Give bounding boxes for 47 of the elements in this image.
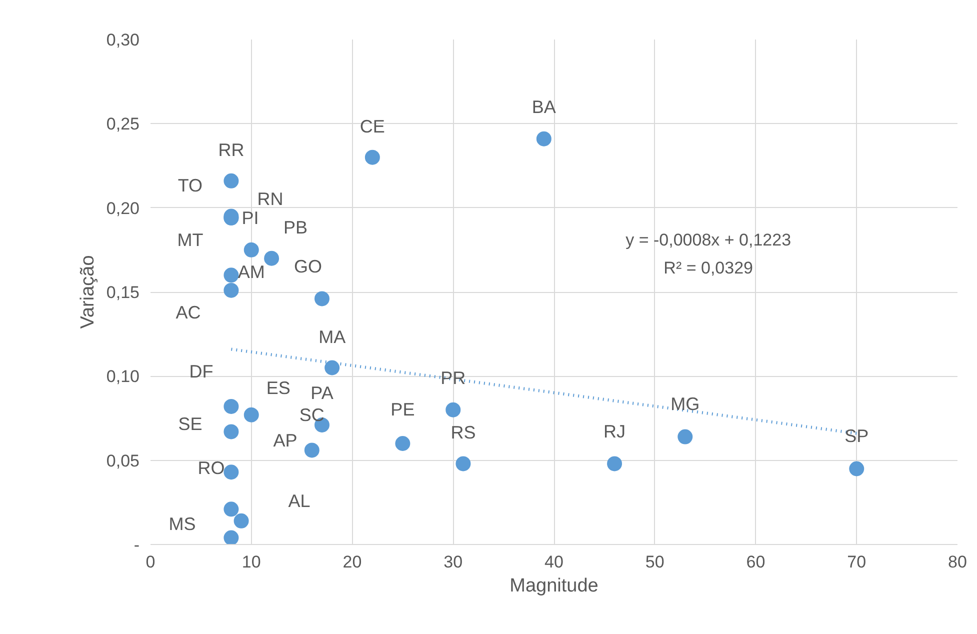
annotation: AP	[273, 430, 298, 451]
annotation: MT	[177, 230, 204, 250]
annotation: MA	[318, 326, 346, 347]
annotation: PR	[440, 368, 466, 388]
annotation: PB	[284, 217, 308, 238]
annotation: PI	[242, 208, 259, 228]
annotation: SE	[178, 414, 202, 434]
annotation: ES	[266, 378, 290, 398]
annotation: PE	[390, 400, 415, 420]
annotation: DF	[189, 361, 214, 382]
y-tick-label: 0,05	[106, 451, 140, 470]
y-tick-label: -	[134, 536, 140, 554]
y-tick-label: 0,20	[106, 198, 140, 218]
annotation: SC	[299, 405, 324, 426]
annotation: y = -0,0008x + 0,1223	[626, 230, 792, 250]
x-tick-label: 50	[645, 552, 664, 572]
annotation: RO	[198, 458, 225, 478]
y-tick-label: 0,10	[106, 367, 140, 386]
annotation: GO	[294, 256, 322, 277]
x-tick-label: 70	[847, 552, 866, 572]
x-tick-label: 20	[342, 552, 362, 572]
annotation: R² = 0,0329	[664, 258, 753, 278]
annotation: RJ	[604, 422, 626, 442]
x-tick-label: 40	[544, 552, 564, 572]
annotation: SP	[844, 426, 869, 446]
x-tick-label: 60	[746, 552, 766, 572]
y-axis-title: Variação	[77, 255, 98, 329]
annotation: RS	[450, 422, 476, 443]
x-axis-title: Magnitude	[510, 576, 598, 596]
y-tick-label: 0,15	[106, 283, 140, 302]
annotation: AC	[176, 302, 201, 322]
annotation: AM	[238, 262, 265, 282]
annotation: BA	[532, 96, 556, 117]
y-tick-label: 0,30	[106, 30, 140, 50]
annotation: CE	[360, 116, 385, 136]
annotation: PA	[310, 382, 334, 403]
annotation: MG	[670, 394, 700, 414]
x-tick-label: 80	[948, 552, 967, 572]
annotation: RN	[257, 188, 284, 209]
annotation: RR	[218, 140, 244, 160]
annotation: AL	[288, 490, 310, 511]
annotation: TO	[178, 175, 203, 196]
annotation: MS	[168, 514, 196, 534]
x-tick-label: 0	[146, 552, 156, 572]
x-tick-label: 30	[444, 552, 463, 572]
x-tick-label: 10	[242, 552, 261, 572]
y-tick-label: 0,25	[106, 114, 140, 134]
